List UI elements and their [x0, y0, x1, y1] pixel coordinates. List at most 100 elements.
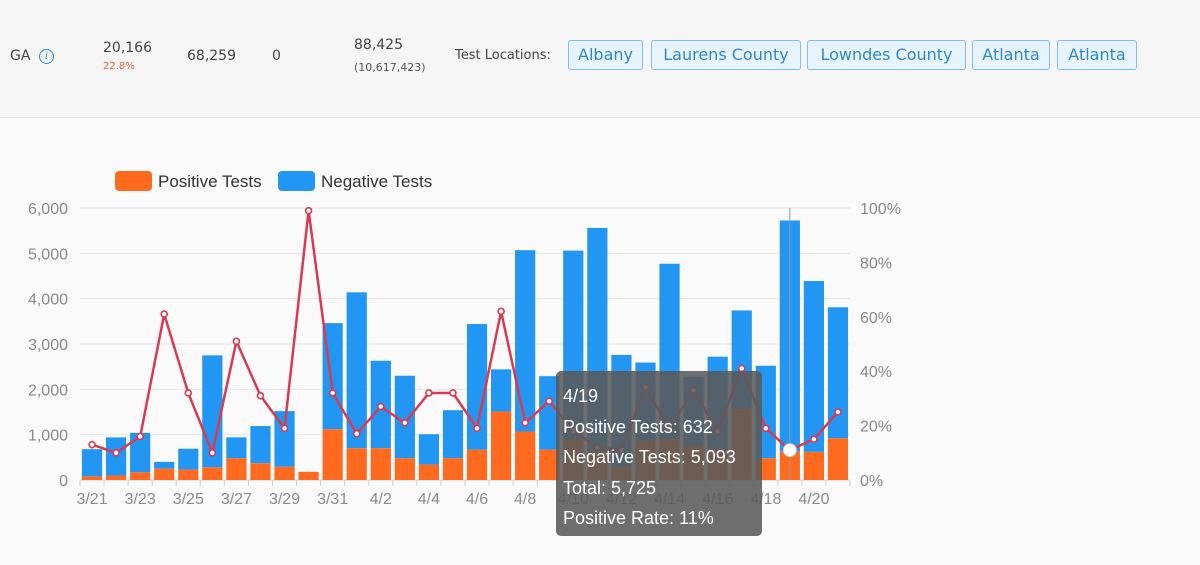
rate-point[interactable]: [449, 389, 457, 397]
y2-tick-label: 40%: [860, 364, 892, 381]
rate-point[interactable]: [280, 424, 289, 433]
rate-point[interactable]: [136, 432, 144, 441]
bar-positive[interactable]: [226, 458, 247, 480]
rate-point[interactable]: [810, 435, 818, 444]
bar-negative[interactable]: [274, 411, 295, 467]
bar-positive[interactable]: [298, 471, 319, 480]
bar-positive[interactable]: [346, 448, 367, 480]
bar-positive[interactable]: [442, 458, 464, 480]
bar-positive[interactable]: [515, 431, 536, 480]
rate-point[interactable]: [497, 307, 505, 316]
y2-tick-label: 100%: [860, 201, 901, 218]
rate-point[interactable]: [304, 206, 313, 215]
bar-negative[interactable]: [81, 449, 103, 477]
bar-positive[interactable]: [539, 449, 560, 480]
chart-area: Positive Tests Negative Tests 0 1,000 2,00…: [0, 118, 1200, 565]
bar-negative[interactable]: [154, 461, 175, 469]
location-button-atlanta-1[interactable]: Atlanta: [972, 40, 1050, 70]
bar-positive[interactable]: [130, 472, 151, 480]
x-tick-label: 3/25: [173, 491, 204, 508]
rate-point[interactable]: [160, 310, 169, 318]
legend-swatch-positive: [115, 171, 152, 191]
bar-negative[interactable]: [346, 292, 367, 449]
bar-negative[interactable]: [130, 432, 151, 473]
bar-negative[interactable]: [803, 280, 825, 452]
bar-negative[interactable]: [418, 434, 440, 465]
location-button-albany[interactable]: Albany: [568, 40, 643, 70]
y-tick-label: 5,000: [28, 246, 68, 263]
rate-point[interactable]: [112, 448, 120, 457]
rate-point[interactable]: [834, 408, 842, 416]
info-icon[interactable]: i: [39, 49, 54, 64]
y2-tick-label: 0%: [860, 473, 883, 490]
y2-tick-label: 80%: [860, 255, 892, 272]
location-button-lowndes-county[interactable]: Lowndes County: [807, 40, 966, 70]
bar-negative[interactable]: [490, 369, 512, 412]
bar-positive[interactable]: [250, 463, 271, 480]
x-tick-label: 3/23: [125, 491, 156, 508]
bar-positive[interactable]: [370, 448, 391, 480]
positive-count: 20,166: [103, 40, 152, 56]
bar-positive[interactable]: [274, 466, 295, 480]
chart-tooltip: 4/19 Positive Tests: 632 Negative Tests:…: [556, 371, 762, 536]
rate-point[interactable]: [232, 337, 241, 346]
rate-point[interactable]: [328, 389, 337, 397]
bar-positive[interactable]: [178, 469, 199, 480]
bar-positive[interactable]: [418, 464, 440, 480]
bar-negative[interactable]: [466, 324, 488, 450]
rate-point[interactable]: [208, 448, 217, 457]
rate-point[interactable]: [761, 424, 770, 433]
rate-point[interactable]: [425, 389, 433, 397]
rate-point[interactable]: [401, 419, 409, 427]
rate-point[interactable]: [545, 397, 554, 405]
y-axis-ticks: 0 1,000 2,000 3,000 4,000 5,000 6,000: [28, 201, 68, 490]
y2-tick-label: 20%: [860, 419, 892, 436]
location-button-laurens-county[interactable]: Laurens County: [651, 40, 801, 70]
rate-point[interactable]: [184, 389, 193, 397]
x-tick-label: 3/27: [221, 491, 252, 508]
y-tick-label: 3,000: [28, 337, 68, 354]
x-tick-label: 4/20: [798, 491, 829, 508]
y-tick-label: 4,000: [28, 292, 68, 309]
legend-label-negative[interactable]: Negative Tests: [321, 172, 432, 191]
bar-negative[interactable]: [226, 437, 247, 459]
bar-negative[interactable]: [394, 375, 415, 459]
bar-positive[interactable]: [394, 458, 415, 480]
bar-negative[interactable]: [442, 410, 464, 459]
location-button-atlanta-2[interactable]: Atlanta: [1057, 40, 1137, 70]
legend-swatch-negative: [278, 171, 315, 191]
bar-negative[interactable]: [515, 250, 536, 432]
bar-positive[interactable]: [81, 476, 103, 480]
tooltip-total: Total: 5,725: [563, 477, 657, 498]
state-label: GA: [10, 48, 31, 64]
rate-point[interactable]: [88, 440, 96, 449]
bar-negative[interactable]: [827, 307, 849, 439]
rate-point[interactable]: [376, 402, 385, 411]
bar-positive[interactable]: [803, 451, 825, 480]
x-tick-label: 4/4: [418, 491, 440, 508]
x-tick-label: 3/29: [269, 491, 300, 508]
bar-positive[interactable]: [490, 411, 512, 480]
bar-negative[interactable]: [250, 426, 271, 464]
rate-point[interactable]: [473, 424, 481, 433]
bar-positive[interactable]: [466, 449, 488, 480]
rate-point[interactable]: [782, 443, 797, 458]
y-tick-label: 1,000: [28, 428, 68, 445]
bar-negative[interactable]: [539, 376, 560, 450]
bar-positive[interactable]: [154, 468, 175, 480]
rate-point[interactable]: [521, 419, 529, 427]
bar-negative[interactable]: [178, 448, 199, 470]
locations-label: Test Locations:: [455, 48, 551, 63]
legend-label-positive[interactable]: Positive Tests: [158, 172, 262, 191]
x-tick-label: 4/8: [514, 491, 536, 508]
rate-point[interactable]: [256, 391, 265, 400]
x-tick-label: 4/6: [466, 491, 488, 508]
bar-positive[interactable]: [202, 467, 223, 480]
y2-tick-label: 60%: [860, 310, 892, 327]
bar-positive[interactable]: [105, 475, 127, 480]
y-tick-label: 2,000: [28, 382, 68, 399]
y2-axis-ticks: 0% 20% 40% 60% 80% 100%: [860, 201, 901, 490]
bar-positive[interactable]: [322, 429, 343, 480]
bar-positive[interactable]: [827, 438, 849, 480]
rate-point[interactable]: [352, 429, 361, 438]
